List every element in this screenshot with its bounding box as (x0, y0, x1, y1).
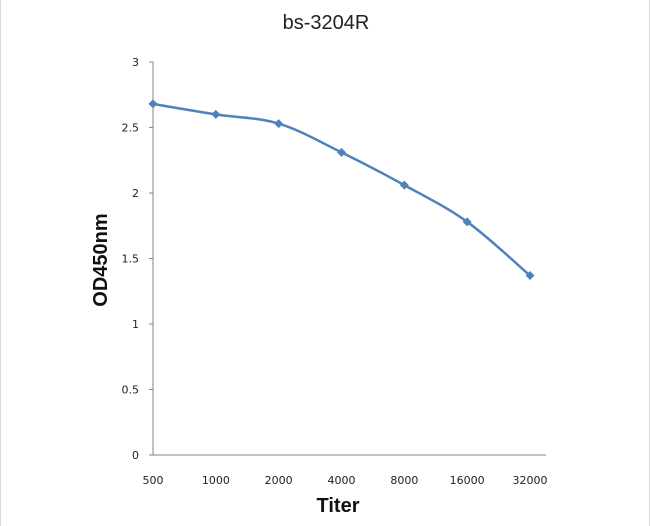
chart-title: bs-3204R (283, 12, 370, 34)
x-tick-label: 1000 (202, 474, 230, 487)
x-tick-label: 32000 (513, 474, 548, 487)
y-tick-labels: 0 0.5 1 1.5 2 2.5 3 (122, 56, 153, 462)
data-point-marker (462, 217, 472, 227)
series-layer (148, 99, 535, 281)
y-tick-label: 3 (132, 56, 139, 69)
x-tick-label: 16000 (450, 474, 485, 487)
x-tick-label: 8000 (390, 474, 418, 487)
series-line (152, 102, 531, 277)
y-tick-label: 1 (132, 318, 139, 331)
data-point-marker (211, 109, 221, 119)
data-point-marker (148, 99, 158, 109)
y-tick-label: 0 (132, 449, 139, 462)
data-point-marker (274, 119, 284, 129)
x-tick-label: 4000 (328, 474, 356, 487)
x-tick-labels: 500 1000 2000 4000 8000 16000 32000 (143, 474, 548, 487)
data-point-marker (337, 147, 346, 157)
y-tick-label: 2 (132, 187, 139, 200)
x-tick-label: 500 (143, 474, 164, 487)
y-tick-label: 0.5 (122, 384, 140, 397)
data-point-marker (525, 271, 535, 281)
y-tick-label: 1.5 (122, 253, 140, 266)
x-axis-title: Titer (317, 495, 360, 517)
data-point-marker (399, 180, 409, 190)
y-axis-title: OD450nm (90, 213, 112, 306)
y-tick-label: 2.5 (122, 122, 140, 135)
x-tick-label: 2000 (265, 474, 293, 487)
